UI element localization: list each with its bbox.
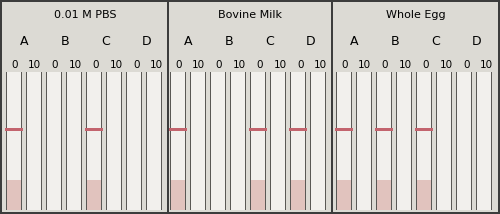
Text: C: C <box>102 35 110 48</box>
Text: B: B <box>225 35 234 48</box>
Text: A: A <box>20 35 28 48</box>
Text: C: C <box>266 35 274 48</box>
Text: 10: 10 <box>192 60 205 70</box>
Text: 10: 10 <box>358 60 371 70</box>
Text: 10: 10 <box>274 60 286 70</box>
Text: B: B <box>391 35 400 48</box>
Text: 0.01 M PBS: 0.01 M PBS <box>54 10 117 20</box>
Text: A: A <box>350 35 358 48</box>
Text: 10: 10 <box>314 60 328 70</box>
Text: C: C <box>432 35 440 48</box>
Text: 0: 0 <box>216 60 222 70</box>
Text: 0: 0 <box>382 60 388 70</box>
Text: D: D <box>306 35 316 48</box>
Text: 0: 0 <box>256 60 263 70</box>
Text: 10: 10 <box>440 60 452 70</box>
Text: B: B <box>61 35 70 48</box>
Text: 0: 0 <box>133 60 140 70</box>
Text: 0: 0 <box>341 60 347 70</box>
Text: 0: 0 <box>422 60 429 70</box>
Text: D: D <box>142 35 152 48</box>
Text: 0: 0 <box>463 60 469 70</box>
Text: 10: 10 <box>69 60 82 70</box>
Text: 0: 0 <box>92 60 99 70</box>
Text: 0: 0 <box>52 60 58 70</box>
Text: D: D <box>472 35 482 48</box>
Text: 10: 10 <box>480 60 494 70</box>
Text: 0: 0 <box>11 60 18 70</box>
Text: 10: 10 <box>233 60 246 70</box>
Text: 10: 10 <box>150 60 164 70</box>
Text: 10: 10 <box>28 60 41 70</box>
Text: 10: 10 <box>399 60 412 70</box>
Text: Whole Egg: Whole Egg <box>386 10 446 20</box>
Text: Bovine Milk: Bovine Milk <box>218 10 282 20</box>
Text: 10: 10 <box>110 60 122 70</box>
Text: 0: 0 <box>175 60 182 70</box>
Text: 0: 0 <box>297 60 304 70</box>
Text: A: A <box>184 35 192 48</box>
